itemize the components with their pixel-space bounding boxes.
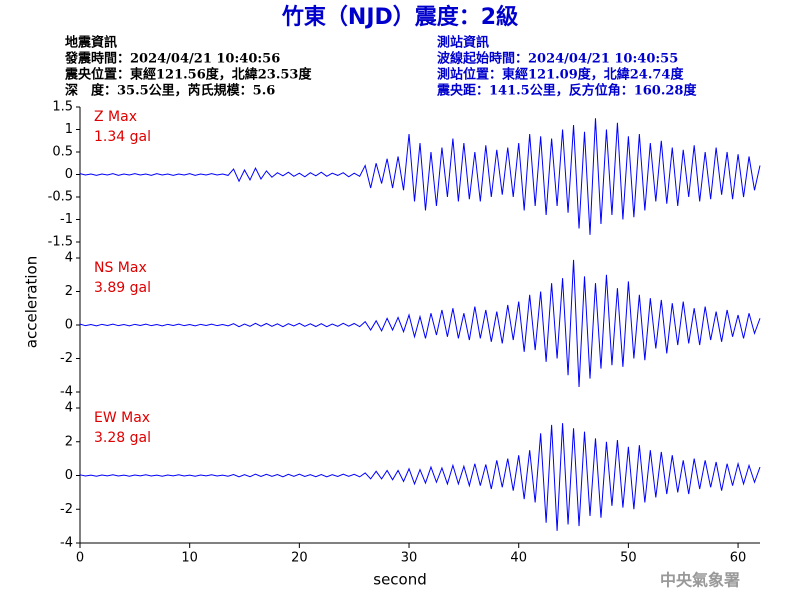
info-text: 測站位置：東經121.09度，北緯24.74度 [437,67,684,83]
y-tick-label: -4 [60,536,73,551]
max-label: 3.28 gal [94,430,151,446]
info-text: 測站資訊 [437,35,489,51]
x-tick-label: 50 [620,551,637,566]
x-tick-label: 20 [291,551,308,566]
waveform [79,118,761,235]
y-tick-label: -4 [60,385,73,400]
y-tick-label: 2 [65,434,73,449]
info-text: 震央距：141.5公里，反方位角：160.28度 [436,83,697,99]
y-tick-label: 0.5 [52,145,73,160]
channel-label: EW Max [94,410,150,426]
x-tick-label: 10 [181,551,198,566]
x-tick-label: 40 [510,551,527,566]
y-tick-label: 0 [65,318,73,333]
y-tick-label: 1.5 [52,100,73,115]
info-text: 發震時間：2024/04/21 10:40:56 [64,51,280,67]
x-tick-label: 0 [76,551,84,566]
watermark: 中央氣象署 [660,571,740,590]
info-text: 震央位置：東經121.56度，北緯23.53度 [64,67,312,83]
x-tick-label: 30 [401,551,418,566]
x-tick-label: 60 [730,551,747,566]
y-tick-label: 0 [65,468,73,483]
y-tick-label: -2 [60,502,73,517]
y-tick-label: 1 [65,122,73,137]
info-text: 深 度：35.5公里，芮氏規模：5.6 [65,83,275,99]
y-tick-label: -1.5 [48,235,73,250]
info-text: 地震資訊 [65,35,117,51]
y-tick-label: 4 [65,401,73,416]
y-axis-label: acceleration [23,256,41,348]
y-tick-label: 0 [65,167,73,182]
max-label: 1.34 gal [94,129,151,145]
y-tick-label: -2 [60,351,73,366]
y-tick-label: -1 [60,212,73,227]
channel-label: NS Max [94,260,147,276]
waveform [79,423,761,531]
waveform [79,259,761,388]
info-text: 波線起始時間：2024/04/21 10:40:55 [437,51,678,67]
chart-title: 竹東（NJD）震度：2級 [281,4,518,30]
channel-label: Z Max [94,109,137,125]
y-tick-label: -0.5 [48,190,73,205]
y-tick-label: 4 [65,251,73,266]
y-tick-label: 2 [65,284,73,299]
x-axis-label: second [373,571,427,589]
max-label: 3.89 gal [94,280,151,296]
